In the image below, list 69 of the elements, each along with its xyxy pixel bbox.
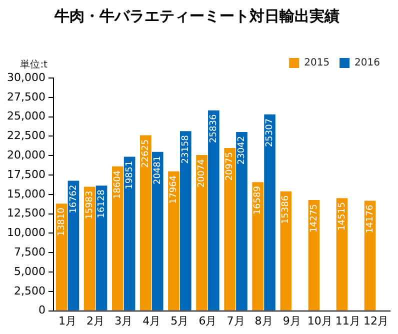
bar bbox=[264, 114, 276, 310]
data-label: 14275 bbox=[309, 204, 320, 233]
bar bbox=[112, 166, 124, 310]
bar bbox=[96, 186, 108, 310]
x-tick-label: 10月 bbox=[307, 314, 332, 328]
bar bbox=[140, 135, 152, 310]
y-tick-label: 5,000 bbox=[14, 264, 46, 278]
x-tick-label: 8月 bbox=[254, 314, 273, 328]
y-tick-label: 25,000 bbox=[6, 110, 46, 123]
data-label: 14515 bbox=[337, 202, 348, 231]
x-tick-label: 7月 bbox=[226, 314, 245, 328]
x-tick-label: 12月 bbox=[363, 314, 388, 328]
bar bbox=[180, 131, 192, 310]
data-label: 20975 bbox=[225, 152, 236, 181]
bar bbox=[252, 182, 264, 310]
bar bbox=[68, 180, 80, 310]
x-tick-label: 11月 bbox=[335, 314, 360, 328]
x-tick-label: 1月 bbox=[58, 314, 77, 328]
data-label: 15983 bbox=[84, 190, 95, 220]
y-axis-title: 単位:t bbox=[20, 58, 48, 71]
bar bbox=[152, 152, 164, 310]
bar bbox=[336, 198, 348, 310]
x-tick-label: 2月 bbox=[86, 314, 105, 328]
data-label: 16589 bbox=[253, 186, 264, 215]
bar bbox=[196, 155, 208, 310]
bar bbox=[280, 191, 292, 310]
x-tick-label: 9月 bbox=[282, 314, 301, 328]
y-tick-label: 17,500 bbox=[6, 168, 46, 181]
bar bbox=[224, 148, 236, 310]
bar bbox=[124, 156, 136, 310]
x-tick-label: 4月 bbox=[142, 314, 161, 328]
bar bbox=[364, 200, 376, 310]
data-label: 23158 bbox=[180, 134, 191, 164]
x-tick-label: 6月 bbox=[198, 314, 217, 328]
bar bbox=[236, 132, 248, 310]
data-label: 25307 bbox=[265, 118, 276, 148]
data-label: 15386 bbox=[281, 195, 292, 224]
x-tick-label: 5月 bbox=[170, 314, 189, 328]
chart-title: 牛肉・牛バラエティーミート対日輸出実績 bbox=[54, 6, 340, 25]
data-label: 18604 bbox=[112, 170, 123, 200]
y-tick-label: 10,000 bbox=[6, 226, 46, 240]
data-label: 14176 bbox=[365, 204, 376, 234]
y-tick-label: 15,000 bbox=[6, 187, 46, 200]
data-label: 20074 bbox=[197, 158, 208, 188]
data-label: 20481 bbox=[152, 156, 163, 185]
bar bbox=[168, 171, 180, 310]
bar bbox=[208, 110, 220, 310]
y-tick-label: 0 bbox=[38, 304, 46, 317]
y-tick-label: 2,500 bbox=[14, 284, 46, 298]
legend-label: 2016 bbox=[354, 58, 380, 69]
y-tick-label: 27,500 bbox=[6, 90, 46, 104]
bar bbox=[308, 200, 320, 310]
y-tick-label: 7,500 bbox=[14, 245, 46, 258]
data-label: 13810 bbox=[56, 207, 67, 236]
data-label: 22625 bbox=[141, 139, 152, 168]
data-label: 16762 bbox=[68, 184, 79, 214]
bar bbox=[56, 204, 68, 310]
data-label: 23042 bbox=[237, 136, 248, 165]
data-label: 19851 bbox=[124, 160, 135, 190]
legend-label: 2015 bbox=[304, 58, 330, 69]
bar bbox=[84, 186, 96, 310]
y-tick-label: 30,000 bbox=[6, 70, 46, 84]
data-label: 16128 bbox=[96, 189, 107, 218]
x-tick-label: 3月 bbox=[114, 314, 133, 328]
y-tick-label: 20,000 bbox=[6, 148, 46, 162]
y-tick-label: 22,500 bbox=[6, 129, 46, 142]
data-label: 17964 bbox=[169, 175, 180, 204]
y-tick-label: 12,500 bbox=[6, 206, 46, 220]
data-label: 25836 bbox=[209, 114, 220, 143]
